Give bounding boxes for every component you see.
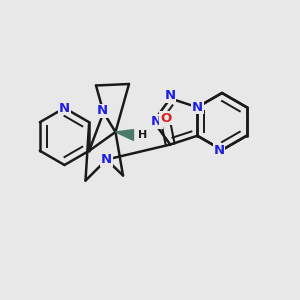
Text: N: N bbox=[101, 153, 112, 166]
Text: N: N bbox=[192, 101, 203, 114]
Text: N: N bbox=[59, 101, 70, 115]
Text: O: O bbox=[160, 112, 171, 125]
Text: N: N bbox=[165, 89, 176, 102]
Polygon shape bbox=[116, 130, 134, 140]
Text: N: N bbox=[96, 104, 108, 118]
Text: N: N bbox=[151, 115, 162, 128]
Text: N: N bbox=[213, 143, 225, 157]
Text: H: H bbox=[138, 130, 147, 140]
